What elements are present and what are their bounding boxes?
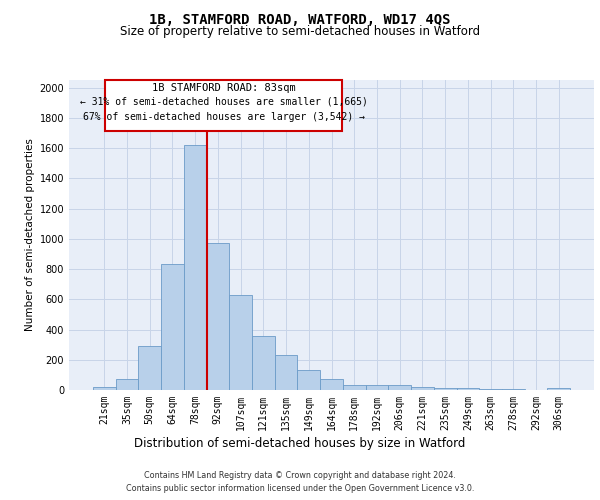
Bar: [275, 355, 298, 390]
Bar: [343, 384, 365, 390]
FancyBboxPatch shape: [106, 80, 342, 130]
Bar: [116, 380, 139, 390]
Text: Distribution of semi-detached houses by size in Watford: Distribution of semi-detached houses by …: [134, 438, 466, 450]
Text: Contains HM Land Registry data © Crown copyright and database right 2024.: Contains HM Land Registry data © Crown c…: [144, 471, 456, 480]
Bar: [184, 145, 206, 390]
Bar: [229, 294, 252, 390]
Bar: [298, 370, 320, 390]
Text: 1B, STAMFORD ROAD, WATFORD, WD17 4QS: 1B, STAMFORD ROAD, WATFORD, WD17 4QS: [149, 12, 451, 26]
Text: 67% of semi-detached houses are larger (3,542) →: 67% of semi-detached houses are larger (…: [83, 112, 365, 122]
Y-axis label: Number of semi-detached properties: Number of semi-detached properties: [25, 138, 35, 332]
Text: Contains public sector information licensed under the Open Government Licence v3: Contains public sector information licen…: [126, 484, 474, 493]
Text: Size of property relative to semi-detached houses in Watford: Size of property relative to semi-detach…: [120, 25, 480, 38]
Bar: [479, 389, 502, 390]
Bar: [139, 346, 161, 390]
Bar: [320, 380, 343, 390]
Bar: [411, 387, 434, 390]
Bar: [457, 388, 479, 390]
Bar: [206, 244, 229, 390]
Bar: [365, 384, 388, 390]
Bar: [252, 336, 275, 390]
Bar: [434, 388, 457, 390]
Bar: [93, 387, 116, 390]
Bar: [502, 389, 524, 390]
Bar: [547, 388, 570, 390]
Bar: [161, 264, 184, 390]
Bar: [388, 386, 411, 390]
Text: ← 31% of semi-detached houses are smaller (1,665): ← 31% of semi-detached houses are smalle…: [80, 96, 367, 106]
Text: 1B STAMFORD ROAD: 83sqm: 1B STAMFORD ROAD: 83sqm: [152, 82, 295, 92]
